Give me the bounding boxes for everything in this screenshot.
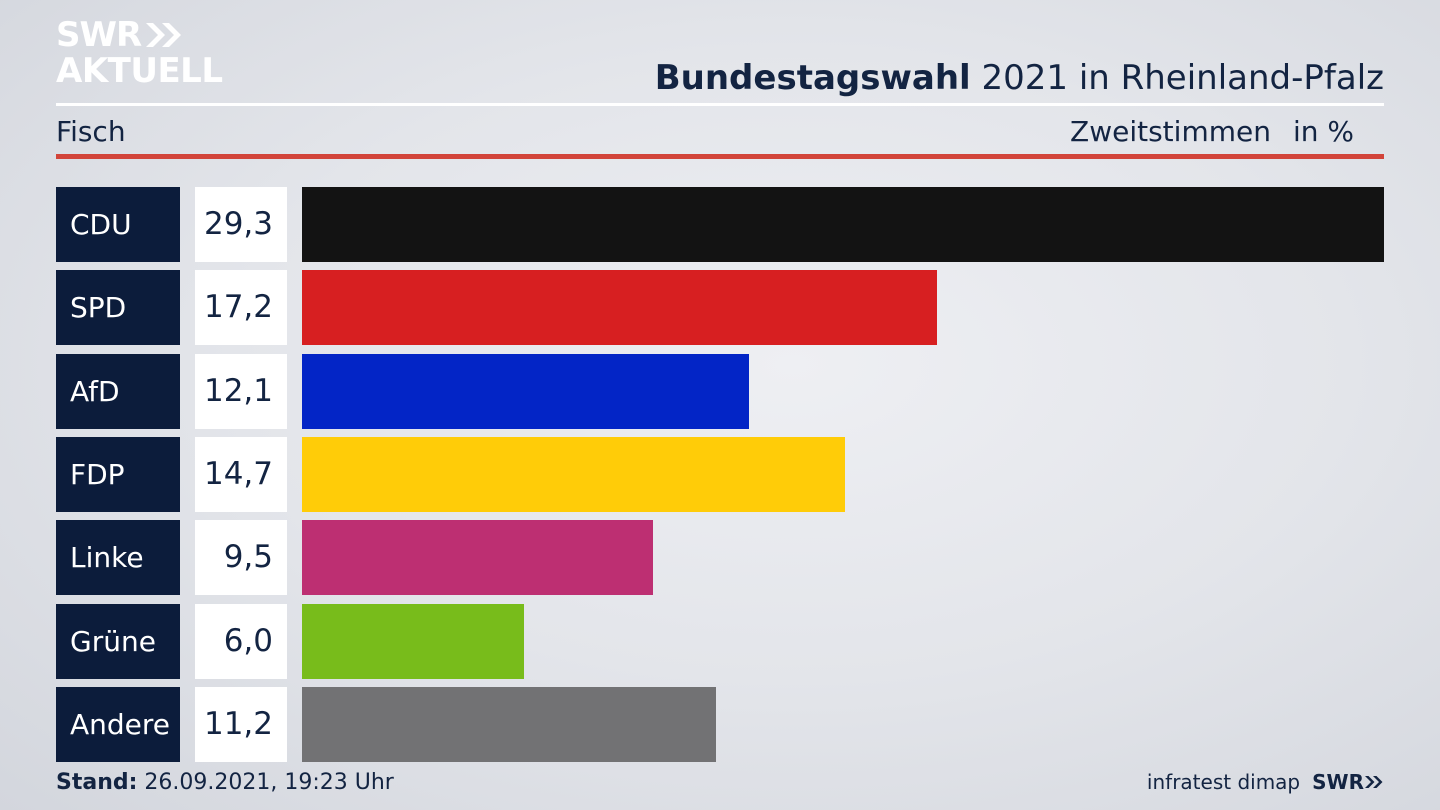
- chart-title: Bundestagswahl 2021 in Rheinland-Pfalz: [655, 58, 1384, 98]
- bar: [302, 603, 524, 679]
- bar: [302, 686, 716, 762]
- value-label: 29,3: [195, 187, 287, 262]
- swr-aktuell-logo: SWR AKTUELL: [56, 18, 223, 88]
- bar: [302, 270, 937, 346]
- swr-footer-text: SWR: [1312, 770, 1364, 794]
- accent-divider: [56, 154, 1384, 159]
- bar: [302, 187, 1384, 262]
- stand-label: Stand:: [56, 770, 138, 795]
- swr-footer-logo: SWR: [1312, 770, 1384, 794]
- bar: [302, 353, 749, 429]
- party-label: SPD: [56, 270, 180, 346]
- bar: [302, 436, 845, 512]
- value-label: 9,5: [195, 520, 287, 596]
- bar-row: Linke 9,5: [56, 520, 1384, 596]
- bar-row: FDP 14,7: [56, 436, 1384, 512]
- timestamp: Stand: 26.09.2021, 19:23 Uhr: [56, 770, 394, 795]
- bar-row: SPD 17,2: [56, 270, 1384, 346]
- value-label: 11,2: [195, 686, 287, 762]
- measure-label: Zweitstimmen: [1070, 115, 1271, 148]
- title-bold: Bundestagswahl: [654, 58, 971, 98]
- bar: [302, 520, 653, 596]
- header-divider: [56, 103, 1384, 106]
- double-chevron-icon: [1365, 776, 1383, 788]
- source-credit: infratest dimap SWR: [1147, 770, 1384, 794]
- value-label: 6,0: [195, 603, 287, 679]
- value-label: 14,7: [195, 436, 287, 512]
- unit-label: in %: [1292, 115, 1354, 148]
- party-label: AfD: [56, 353, 180, 429]
- region-label: Fisch: [56, 115, 126, 148]
- party-label: CDU: [56, 187, 180, 262]
- party-label: Andere: [56, 686, 180, 762]
- party-label: FDP: [56, 436, 180, 512]
- value-label: 12,1: [195, 353, 287, 429]
- party-label: Grüne: [56, 603, 180, 679]
- value-label: 17,2: [195, 270, 287, 346]
- bar-row: CDU 29,3: [56, 187, 1384, 262]
- bar-row: Andere 11,2: [56, 686, 1384, 762]
- bar-row: Grüne 6,0: [56, 603, 1384, 679]
- logo-aktuell-text: AKTUELL: [56, 51, 223, 91]
- source-label: infratest dimap: [1146, 770, 1301, 794]
- bar-row: AfD 12,1: [56, 353, 1384, 429]
- stand-value: 26.09.2021, 19:23 Uhr: [137, 770, 394, 795]
- title-rest: 2021 in Rheinland-Pfalz: [970, 58, 1384, 98]
- party-label: Linke: [56, 520, 180, 596]
- logo-swr-text: SWR: [56, 15, 142, 55]
- double-chevron-icon: [146, 23, 182, 47]
- measure-labels: Zweitstimmen in %: [1070, 115, 1354, 148]
